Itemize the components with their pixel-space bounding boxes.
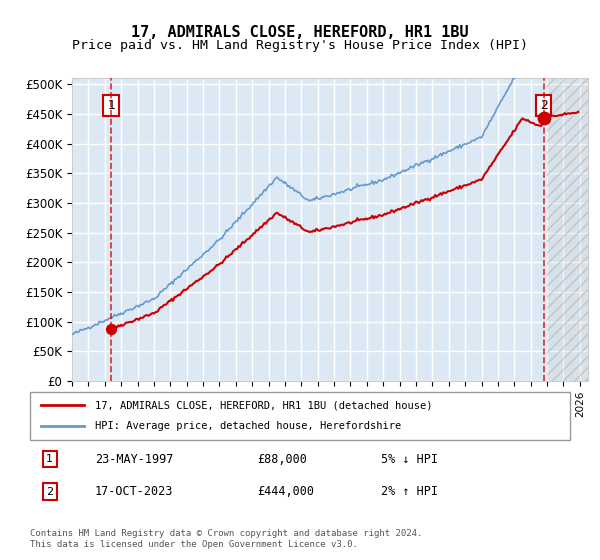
Text: 2: 2 (539, 99, 548, 112)
Text: 23-MAY-1997: 23-MAY-1997 (95, 452, 173, 465)
Bar (547, 78, 588, 381)
Text: 5% ↓ HPI: 5% ↓ HPI (381, 452, 438, 465)
Point (106, 324, 116, 333)
Text: 17, ADMIRALS CLOSE, HEREFORD, HR1 1BU (detached house): 17, ADMIRALS CLOSE, HEREFORD, HR1 1BU (d… (95, 400, 432, 410)
FancyBboxPatch shape (30, 392, 570, 440)
Text: 17-OCT-2023: 17-OCT-2023 (95, 485, 173, 498)
Text: 17, ADMIRALS CLOSE, HEREFORD, HR1 1BU: 17, ADMIRALS CLOSE, HEREFORD, HR1 1BU (131, 25, 469, 40)
Text: 2: 2 (46, 487, 53, 497)
Text: Price paid vs. HM Land Registry's House Price Index (HPI): Price paid vs. HM Land Registry's House … (72, 39, 528, 52)
Point (539, 113, 548, 122)
Bar (547, 78, 588, 381)
Text: 2% ↑ HPI: 2% ↑ HPI (381, 485, 438, 498)
Text: 1: 1 (107, 99, 115, 112)
Text: £444,000: £444,000 (257, 485, 314, 498)
Text: Contains HM Land Registry data © Crown copyright and database right 2024.
This d: Contains HM Land Registry data © Crown c… (30, 529, 422, 549)
Text: 1: 1 (46, 454, 53, 464)
Text: £88,000: £88,000 (257, 452, 307, 465)
Text: HPI: Average price, detached house, Herefordshire: HPI: Average price, detached house, Here… (95, 421, 401, 431)
